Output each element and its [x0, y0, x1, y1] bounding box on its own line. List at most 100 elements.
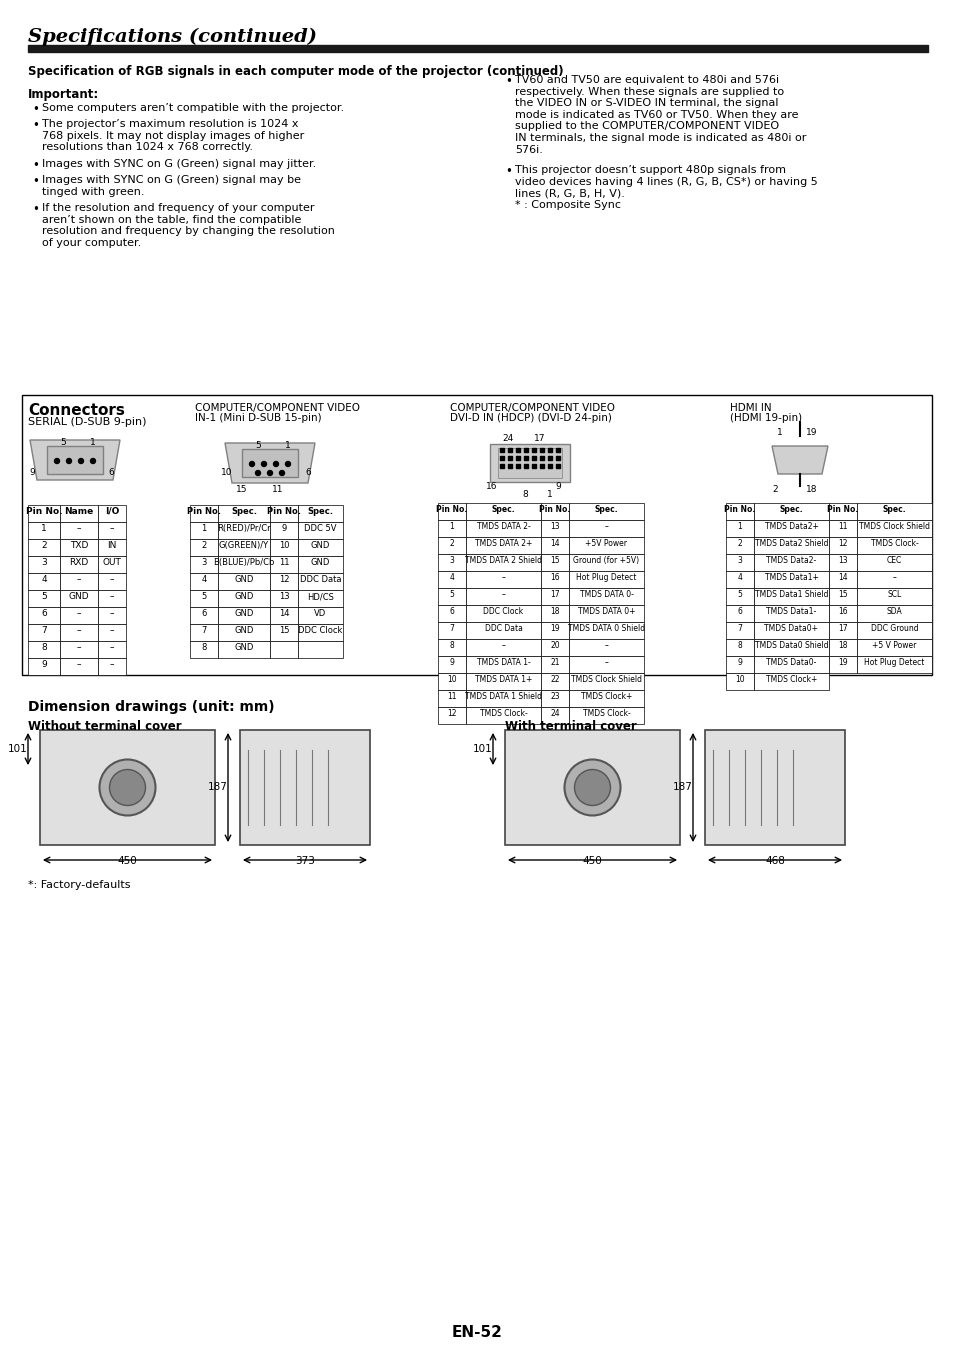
Text: 10: 10	[735, 675, 744, 684]
Text: –: –	[76, 575, 81, 585]
Bar	[540, 690, 568, 707]
Bar	[60, 590, 98, 608]
Text: 101: 101	[473, 744, 493, 755]
Text: 1: 1	[737, 522, 741, 531]
Bar	[190, 590, 218, 608]
Bar	[60, 505, 98, 522]
Bar	[270, 641, 297, 657]
Bar	[28, 608, 60, 624]
Text: The projector’s maximum resolution is 1024 x
768 pixels. It may not display imag: The projector’s maximum resolution is 10…	[42, 119, 304, 153]
Text: –: –	[110, 593, 114, 601]
Text: 5: 5	[41, 593, 47, 601]
Text: 9: 9	[555, 482, 560, 491]
Bar	[190, 608, 218, 624]
Text: TMDS DATA 1-: TMDS DATA 1-	[476, 657, 530, 667]
Text: 4: 4	[449, 572, 454, 582]
Text: DDC 5V: DDC 5V	[304, 524, 336, 533]
Text: Specification of RGB signals in each computer mode of the projector (continued): Specification of RGB signals in each com…	[28, 65, 563, 78]
Text: –: –	[110, 575, 114, 585]
Text: Images with SYNC on G (Green) signal may be
tinged with green.: Images with SYNC on G (Green) signal may…	[42, 176, 301, 197]
Bar	[465, 520, 540, 537]
Bar	[725, 537, 753, 554]
Bar	[568, 656, 643, 674]
Bar	[98, 572, 126, 590]
Text: 5: 5	[254, 441, 260, 450]
Bar	[828, 504, 856, 520]
Bar	[499, 448, 503, 452]
Text: 14: 14	[550, 539, 559, 548]
Circle shape	[267, 471, 273, 475]
Bar	[270, 539, 297, 556]
Text: Ground (for +5V): Ground (for +5V)	[573, 556, 639, 566]
Text: TMDS Clock+: TMDS Clock+	[765, 675, 817, 684]
Bar	[437, 589, 465, 605]
Bar	[568, 554, 643, 571]
Bar	[856, 639, 931, 656]
Text: Pin No.: Pin No.	[187, 508, 221, 516]
Text: 19: 19	[550, 624, 559, 633]
Text: •: •	[32, 202, 39, 216]
Bar	[190, 641, 218, 657]
Bar	[98, 624, 126, 641]
Text: 3: 3	[41, 558, 47, 567]
Text: IN-1 (Mini D-SUB 15-pin): IN-1 (Mini D-SUB 15-pin)	[194, 413, 321, 423]
Circle shape	[564, 760, 619, 815]
Bar	[725, 589, 753, 605]
Bar	[547, 448, 552, 452]
Text: –: –	[76, 609, 81, 618]
Bar	[218, 590, 270, 608]
Bar	[60, 539, 98, 556]
Bar	[98, 539, 126, 556]
Bar	[539, 464, 543, 468]
Text: GND: GND	[234, 626, 253, 634]
Text: TMDS DATA 0-: TMDS DATA 0-	[579, 590, 633, 599]
Bar	[856, 589, 931, 605]
Bar	[828, 571, 856, 589]
Text: Pin No.: Pin No.	[26, 508, 62, 516]
Bar	[190, 572, 218, 590]
Text: –: –	[501, 590, 505, 599]
Polygon shape	[225, 443, 314, 483]
Bar	[753, 656, 828, 674]
Text: Pin No.: Pin No.	[538, 505, 570, 514]
Bar	[753, 571, 828, 589]
Bar	[60, 608, 98, 624]
Text: •: •	[504, 165, 512, 178]
Bar	[725, 520, 753, 537]
Text: TMDS Clock-: TMDS Clock-	[479, 709, 527, 718]
Bar	[28, 641, 60, 657]
Bar	[828, 639, 856, 656]
Text: (HDMI 19-pin): (HDMI 19-pin)	[729, 413, 801, 423]
Bar	[856, 622, 931, 639]
Text: 6: 6	[41, 609, 47, 618]
Bar	[98, 657, 126, 675]
Text: 17: 17	[838, 624, 847, 633]
Bar	[725, 504, 753, 520]
Bar	[856, 554, 931, 571]
Text: Connectors: Connectors	[28, 404, 125, 418]
Bar	[270, 572, 297, 590]
Bar	[218, 624, 270, 641]
Bar	[568, 707, 643, 724]
Circle shape	[255, 471, 260, 475]
Bar	[242, 450, 297, 477]
Text: 17: 17	[534, 433, 545, 443]
Bar	[568, 674, 643, 690]
Bar	[540, 656, 568, 674]
Text: 5: 5	[449, 590, 454, 599]
Text: G(GREEN)/Y: G(GREEN)/Y	[218, 541, 269, 549]
Bar	[507, 464, 512, 468]
Text: 3: 3	[201, 558, 207, 567]
Bar	[98, 590, 126, 608]
Bar	[190, 556, 218, 572]
Text: Pin No.: Pin No.	[723, 505, 755, 514]
Text: 187: 187	[208, 783, 228, 792]
Text: GND: GND	[69, 593, 90, 601]
Bar	[465, 537, 540, 554]
Text: 468: 468	[764, 856, 784, 865]
Bar	[60, 556, 98, 572]
Text: With terminal cover: With terminal cover	[504, 720, 636, 733]
Text: 6: 6	[449, 608, 454, 616]
Circle shape	[99, 760, 155, 815]
Text: 16: 16	[838, 608, 847, 616]
